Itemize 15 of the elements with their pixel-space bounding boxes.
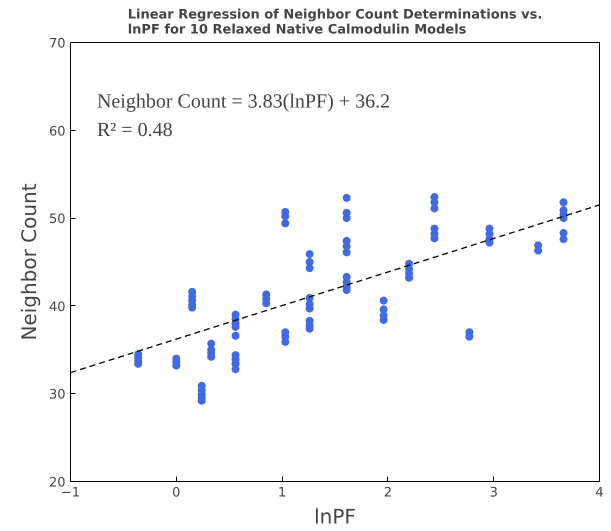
y-tick-label: 30 [48,388,66,403]
y-tick-label: 60 [48,124,66,140]
x-tick-label: 4 [595,486,604,500]
x-tick-label: 0 [172,486,180,500]
y-tick-label: 50 [48,212,66,228]
y-axis-title: Neighbor Count [16,183,41,341]
x-tick-label: 3 [490,486,498,500]
x-axis-title: lnPF [314,504,356,528]
y-tick-label: 40 [48,300,66,315]
x-tick-label: 2 [384,486,392,500]
annotation: Neighbor Count = 3.83(lnPF) + 36.2 [96,90,390,113]
chart-title: Linear Regression of Neighbor Count Determinations vs. lnPF for 10 Relaxed Native Calmodulin Models [128,8,542,38]
annotation: R² = 0.48 [96,118,173,141]
y-tick-label: 70 [48,36,66,52]
x-tick-label: 1 [278,486,286,500]
